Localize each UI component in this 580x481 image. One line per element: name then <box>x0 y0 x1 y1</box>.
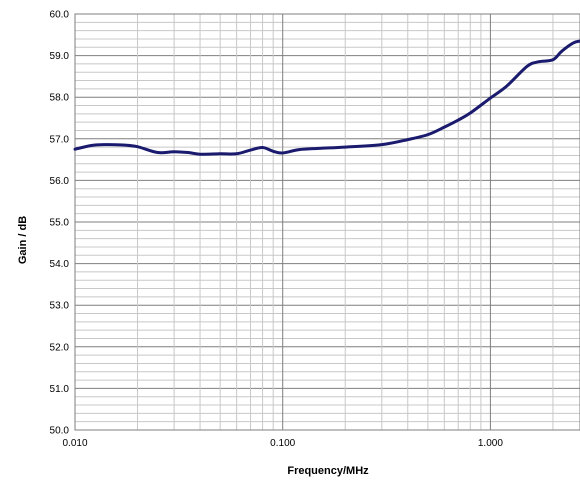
x-tick-label: 1.000 <box>478 438 503 449</box>
y-tick-label: 55.0 <box>50 218 70 229</box>
x-tick-label: 0.010 <box>62 438 87 449</box>
y-tick-label: 50.0 <box>50 426 70 437</box>
y-tick-label: 51.0 <box>50 384 70 395</box>
y-axis-title: Gain / dB <box>17 216 29 264</box>
y-tick-labels: 50.0 51.0 52.0 53.0 54.0 55.0 56.0 57.0 58.0 59.0… <box>50 10 70 437</box>
gain-series-line <box>73 39 580 156</box>
y-tick-label: 52.0 <box>50 342 70 353</box>
y-tick-label: 57.0 <box>50 134 70 145</box>
y-tick-label: 56.0 <box>50 176 70 187</box>
y-tick-label: 60.0 <box>50 10 70 21</box>
y-tick-label: 59.0 <box>50 51 70 62</box>
x-tick-labels: 0.010 0.100 1.000 <box>62 438 503 449</box>
y-tick-label: 58.0 <box>50 93 70 104</box>
series-layer <box>73 39 580 156</box>
x-tick-label: 0.100 <box>270 438 295 449</box>
grid <box>74 13 580 431</box>
x-axis-title: Frequency/MHz <box>287 465 369 477</box>
y-tick-label: 53.0 <box>50 301 70 312</box>
y-tick-label: 54.0 <box>50 259 70 270</box>
plot-area-border <box>74 13 580 431</box>
